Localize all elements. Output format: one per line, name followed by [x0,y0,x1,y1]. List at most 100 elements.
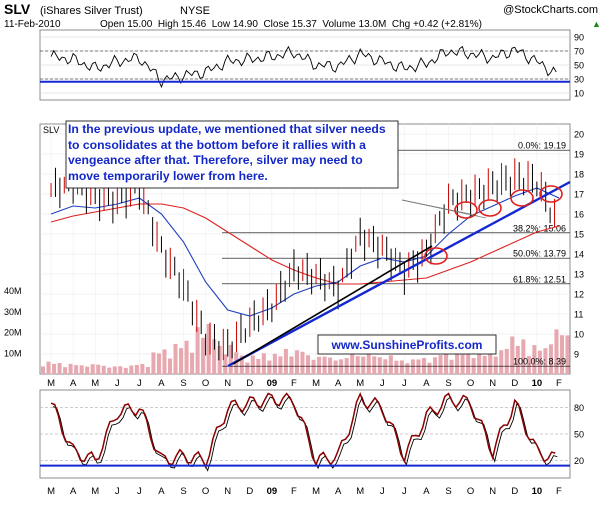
volume-bar [190,352,195,374]
price-panel: 20 19 18 17 16 15 14 13 12 11 10 9 40M 30M 20M 10M 0.0%:… [4,124,584,374]
x-axis-label: O [202,486,209,497]
x-axis-label: N [224,486,231,497]
price-tick-label: 9 [574,350,579,360]
rsi-tick-label: 90 [574,33,584,43]
price-tick-label: 11 [574,310,583,320]
volume-bar [559,335,564,374]
volume-bar [68,363,73,374]
volume-bar [217,345,222,374]
highlight-circle [478,199,502,217]
volume-bar [167,358,172,374]
volume-bar [306,355,311,374]
volume-bar [118,366,123,374]
volume-bar [57,363,62,374]
volume-bar [532,345,537,374]
x-axis-label: J [402,486,407,497]
volume-bar [140,363,145,374]
volume-bar [145,366,150,374]
x-axis-label: 10 [532,486,543,497]
volume-bar [311,359,316,374]
volume-bar [355,356,360,374]
x-axis-label: M [356,378,364,389]
volume-bar [366,353,371,374]
volume-bar [85,366,90,374]
x-axis-label: F [291,378,297,389]
exchange-label: NYSE [180,5,210,17]
volume-tick-label: 40M [4,286,22,296]
volume-bar [63,367,68,374]
x-axis-label: M [91,486,99,497]
x-axis-label: D [246,378,253,389]
watermark-box [317,334,497,355]
ticker-name: (iShares Silver Trust) [40,5,143,17]
x-axis-label: A [335,486,342,497]
x-axis-label: N [489,486,496,497]
volume-bar [333,360,338,374]
price-tick-label: 14 [574,250,584,260]
price-tick-label: 12 [574,290,584,300]
x-axis-label: A [335,378,342,389]
volume-bar [184,340,189,374]
volume-bar [554,329,559,374]
price-tick-label: 18 [574,170,584,180]
volume-bar [399,360,404,374]
volume-bar [416,359,421,374]
quote-line: Open 15.00 High 15.46 Low 14.90 Close 15… [100,19,482,30]
x-axis-label: O [467,486,474,497]
volume-bar [510,336,515,374]
x-axis-label: 09 [267,486,278,497]
volume-bar [455,351,460,374]
stoch-panel: 80 50 20 [40,391,584,472]
volume-bar [74,365,79,374]
volume-bar [283,348,288,374]
volume-bar [107,367,112,374]
volume-bar [41,366,46,374]
moving-average-red [50,203,560,285]
volume-bar [96,364,101,374]
volume-bar [493,356,498,374]
quote-arrow: ▲ [592,19,601,29]
x-axis-label: J [137,378,142,389]
volume-bar [223,354,228,374]
volume-bar [272,353,277,374]
volume-bar [250,355,255,374]
x-axes: M M A A M M J J J J A A S S O O N N D D 09 09 F F M M A A M M J J J J A A S S… [47,378,562,497]
volume-bar [388,355,393,374]
x-axis-label: A [70,486,77,497]
x-axis-label: A [423,486,430,497]
volume-bar [460,354,465,374]
volume-bar [339,359,344,374]
x-axis-label: F [556,378,562,389]
price-tick-label: 15 [574,230,584,240]
x-axis-label: D [511,486,518,497]
volume-bar [245,362,250,374]
volume-bar [394,360,399,374]
x-axis-label: S [180,378,186,389]
volume-bar [466,349,471,374]
x-axis-label: J [380,378,385,389]
volume-bar [52,363,57,374]
volume-bar [449,359,454,374]
volume-bar [201,337,206,374]
fib-level-label: 61.8%: 12.51 [513,274,566,284]
rsi-line [50,45,557,89]
x-axis-label: M [356,486,364,497]
volume-bar [294,350,299,374]
x-axis-label: O [467,378,474,389]
volume-bar [123,367,128,374]
volume-bar [361,356,366,374]
volume-bar [90,364,95,374]
volume-bar [261,353,266,374]
fib-level-label: 0.0%: 19.19 [518,141,566,151]
trendline-black [232,245,433,365]
x-axis-label: M [312,486,320,497]
volume-bar [565,335,570,374]
x-axis-label: M [47,378,55,389]
volume-bar [317,356,322,374]
volume-bar [267,360,272,374]
volume-bar [112,366,117,374]
volume-bar [548,344,553,374]
stoch-tick-label: 20 [574,456,584,466]
volume-bar [350,353,355,374]
